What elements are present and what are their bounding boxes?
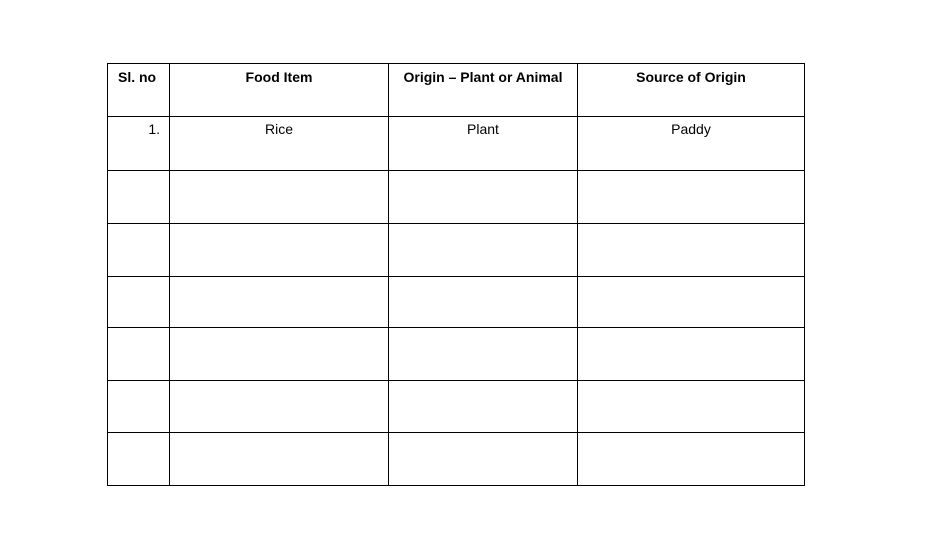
- header-food-item: Food Item: [169, 63, 389, 117]
- cell-sl-no: [107, 432, 170, 486]
- cell-food-item: [169, 327, 389, 381]
- cell-origin: [388, 380, 578, 433]
- cell-source: [577, 276, 805, 328]
- header-origin: Origin – Plant or Animal: [388, 63, 578, 117]
- cell-origin: [388, 170, 578, 224]
- cell-source: [577, 170, 805, 224]
- cell-source: [577, 432, 805, 486]
- cell-source: Paddy: [577, 116, 805, 171]
- cell-origin: [388, 223, 578, 277]
- header-row: Sl. no Food Item Origin – Plant or Anima…: [107, 63, 805, 117]
- cell-source: [577, 380, 805, 433]
- cell-food-item: Rice: [169, 116, 389, 171]
- cell-source: [577, 327, 805, 381]
- cell-sl-no: [107, 170, 170, 224]
- header-sl-no: Sl. no: [107, 63, 170, 117]
- cell-food-item: [169, 380, 389, 433]
- cell-food-item: [169, 223, 389, 277]
- cell-origin: Plant: [388, 116, 578, 171]
- cell-food-item: [169, 170, 389, 224]
- cell-origin: [388, 432, 578, 486]
- cell-origin: [388, 327, 578, 381]
- cell-sl-no: [107, 327, 170, 381]
- food-origin-table: Sl. no Food Item Origin – Plant or Anima…: [107, 63, 805, 486]
- cell-source: [577, 223, 805, 277]
- table-row: [107, 432, 805, 486]
- table-row: [107, 327, 805, 381]
- table-row: [107, 170, 805, 224]
- cell-food-item: [169, 276, 389, 328]
- cell-sl-no: [107, 380, 170, 433]
- table-row: [107, 223, 805, 277]
- table-row: [107, 380, 805, 433]
- cell-food-item: [169, 432, 389, 486]
- cell-sl-no: [107, 276, 170, 328]
- cell-origin: [388, 276, 578, 328]
- cell-sl-no: [107, 223, 170, 277]
- table-row: 1. Rice Plant Paddy: [107, 116, 805, 171]
- cell-sl-no: 1.: [107, 116, 170, 171]
- table-row: [107, 276, 805, 328]
- header-source-of-origin: Source of Origin: [577, 63, 805, 117]
